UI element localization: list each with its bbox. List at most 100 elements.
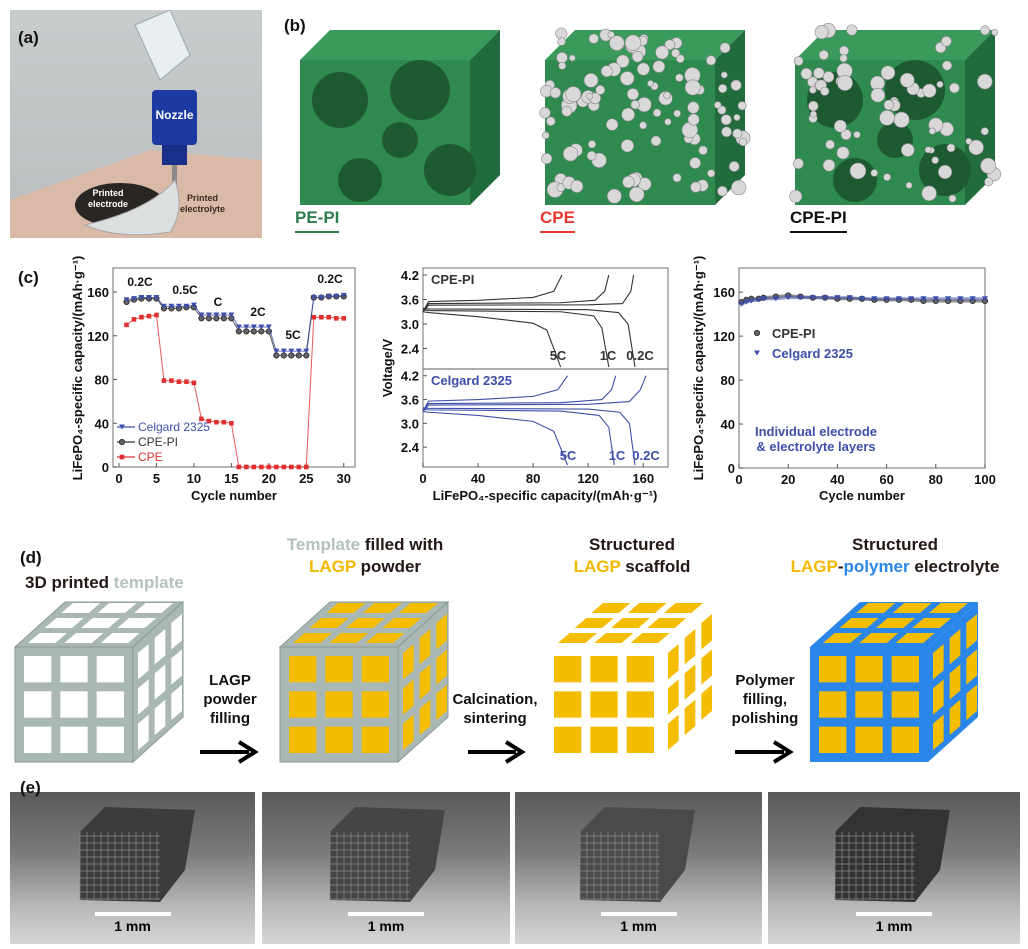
data-point bbox=[318, 314, 324, 320]
data-point bbox=[304, 464, 309, 470]
y-tick-label: 4.2 bbox=[401, 369, 419, 384]
ceramic-particle bbox=[707, 169, 716, 178]
data-point bbox=[932, 296, 939, 302]
front-cell bbox=[626, 656, 654, 683]
ceramic-particle bbox=[739, 137, 748, 147]
printed-electrolyte-label: Printed electrolyte bbox=[180, 193, 225, 215]
side-cell bbox=[949, 699, 961, 735]
vial-icon bbox=[134, 10, 191, 81]
data-point bbox=[748, 298, 755, 304]
top-cell bbox=[839, 618, 879, 628]
ceramic-particle bbox=[980, 157, 997, 174]
top-cell bbox=[117, 618, 157, 628]
y-tick-label: 3.6 bbox=[401, 292, 419, 307]
data-point bbox=[303, 348, 310, 354]
series-cpe bbox=[124, 312, 347, 470]
data-point bbox=[310, 295, 317, 301]
cube-side bbox=[470, 30, 500, 205]
data-point bbox=[318, 295, 325, 301]
ceramic-particle bbox=[569, 54, 576, 62]
data-point bbox=[161, 378, 167, 383]
scale-bar: 1 mm bbox=[600, 912, 677, 936]
data-point bbox=[258, 328, 265, 335]
side-cell bbox=[684, 699, 696, 735]
ceramic-particle bbox=[980, 127, 989, 136]
legend-item: Celgard 2325 bbox=[117, 420, 210, 434]
sem-image-scaffold: 1 mm bbox=[515, 792, 762, 944]
rate-label: 5C bbox=[560, 448, 577, 463]
legend-item: CPE bbox=[117, 450, 163, 464]
ceramic-particle bbox=[922, 83, 937, 98]
nozzle-label: Nozzle bbox=[155, 108, 194, 122]
x-tick-label: 80 bbox=[929, 472, 943, 487]
data-point bbox=[969, 296, 976, 302]
ceramic-particle bbox=[900, 143, 915, 157]
data-point bbox=[250, 324, 257, 330]
annotation-line: & electrolyte layers bbox=[756, 439, 875, 454]
scale-bar: 1 mm bbox=[856, 912, 932, 936]
ceramic-particle bbox=[853, 131, 861, 139]
top-cell bbox=[823, 633, 862, 643]
ceramic-particle bbox=[719, 42, 731, 54]
data-point bbox=[295, 348, 302, 354]
ceramic-particle bbox=[948, 194, 957, 203]
top-cell bbox=[346, 618, 385, 628]
ceramic-particle bbox=[655, 45, 669, 60]
discharge-curve-1C bbox=[422, 309, 610, 368]
data-point bbox=[259, 464, 264, 470]
title-fragment: Template bbox=[286, 535, 361, 554]
rate-annotation: 5C bbox=[285, 328, 301, 342]
scale-bar-label: 1 mm bbox=[114, 918, 151, 934]
side-cell bbox=[419, 699, 431, 735]
front-cell bbox=[855, 726, 883, 753]
ceramic-particle bbox=[622, 175, 635, 189]
ceramic-particle bbox=[809, 86, 817, 94]
rate-annotation: 0.5C bbox=[172, 283, 198, 297]
data-point bbox=[883, 296, 890, 302]
ceramic-particle bbox=[706, 55, 717, 66]
front-cell bbox=[590, 726, 618, 753]
y-axis-label: LiFePO₄-specific capacity/(mAh·g⁻¹) bbox=[70, 256, 85, 481]
label-line: Printed bbox=[92, 188, 124, 198]
ceramic-particle bbox=[728, 161, 740, 172]
ceramic-particle bbox=[714, 101, 722, 109]
rate-label: 0.2C bbox=[626, 348, 654, 363]
ceramic-particle bbox=[839, 45, 849, 56]
data-point bbox=[235, 324, 242, 330]
front-cell bbox=[24, 726, 52, 753]
data-point bbox=[221, 419, 227, 425]
ceramic-particle bbox=[833, 119, 847, 133]
side-cell bbox=[171, 684, 182, 720]
side-cell bbox=[933, 679, 944, 715]
process-arrow-icon bbox=[735, 740, 794, 764]
x-tick-label: 30 bbox=[337, 471, 351, 486]
charge-curve-5C bbox=[422, 375, 568, 412]
data-point bbox=[772, 296, 779, 302]
side-cell bbox=[966, 614, 977, 650]
rate-annotation: 0.2C bbox=[317, 272, 343, 286]
x-tick-label: 10 bbox=[187, 471, 201, 486]
front-cell bbox=[819, 691, 847, 718]
panel-d-label: (d) bbox=[20, 548, 42, 567]
ceramic-particle bbox=[689, 157, 701, 169]
data-point bbox=[859, 296, 865, 302]
front-cell bbox=[289, 726, 317, 753]
plot-frame bbox=[422, 368, 669, 468]
rate-capability-chart: 0 5 10 15 20 25 30 0 40 80 120 160 0.2C 0.5C C 2C 5C 0.2C… bbox=[70, 256, 356, 503]
ceramic-particle bbox=[698, 145, 708, 156]
y-tick-label: 80 bbox=[95, 373, 109, 388]
top-cell bbox=[859, 633, 899, 643]
data-point bbox=[265, 324, 272, 330]
front-cell bbox=[60, 656, 88, 683]
x-tick-label: 0 bbox=[419, 471, 426, 486]
rate-label: 0.2C bbox=[632, 448, 660, 463]
ceramic-particle bbox=[870, 169, 879, 177]
label-line: LAGP bbox=[209, 672, 251, 689]
ceramic-particle bbox=[931, 156, 939, 164]
top-cell bbox=[61, 603, 101, 613]
charge-curve-1C bbox=[422, 274, 610, 313]
front-cell bbox=[891, 691, 919, 718]
ceramic-particle bbox=[984, 177, 994, 187]
step-title-template: 3D printed template bbox=[25, 572, 184, 594]
side-cell bbox=[171, 649, 182, 685]
